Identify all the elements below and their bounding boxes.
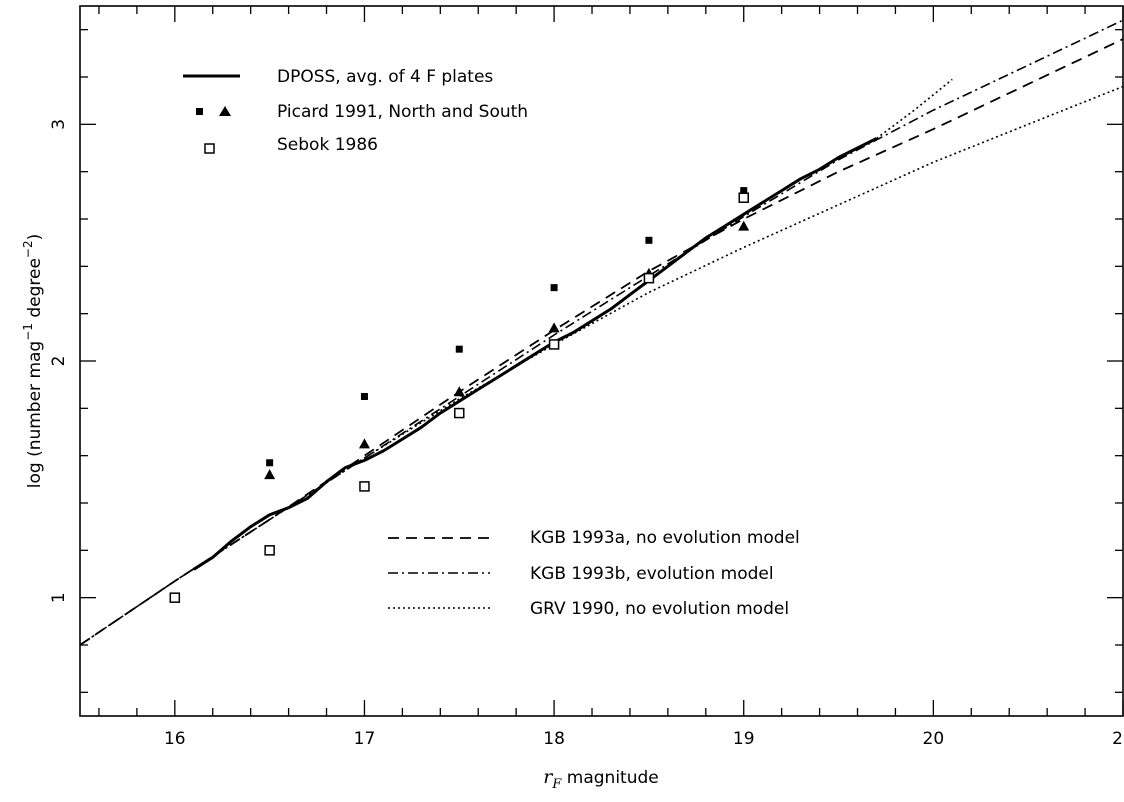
x-tick-label-16: 16 (164, 729, 186, 749)
legend-grv-label: GRV 1990, no evolution model (530, 599, 789, 619)
point-picard-1991-south-5 (738, 220, 750, 231)
point-picard-1991-north-0 (266, 459, 274, 467)
series-kgb-1993a-no-evolution-model (79, 38, 1124, 646)
legend-dposs-label: DPOSS, avg. of 4 F plates (277, 67, 493, 87)
legend-upper: DPOSS, avg. of 4 F plates Picard 1991, N… (183, 67, 528, 155)
plot-frame (79, 5, 1124, 717)
x-axis-label-symbol: r (543, 766, 554, 788)
point-picard-1991-north-2 (455, 345, 463, 353)
legend-picard-label: Picard 1991, North and South (277, 102, 528, 122)
point-sebok-1986-4 (548, 339, 560, 350)
x-tick-label-21: 21 (1112, 729, 1124, 749)
data-markers-group (169, 187, 750, 603)
point-sebok-1986-0 (169, 592, 181, 603)
y-axis-label: log (number mag−1 degree−2) (21, 234, 45, 489)
y-axis-label-sup1: −1 (21, 323, 35, 341)
point-picard-1991-south-0 (264, 469, 276, 480)
legend-sebok-swatch (204, 143, 215, 154)
point-picard-1991-north-3 (550, 284, 558, 292)
legend-lower: KGB 1993a, no evolution model KGB 1993b,… (388, 528, 800, 619)
x-tick-label-19: 19 (733, 729, 755, 749)
y-tick-label-3: 3 (49, 119, 69, 130)
y-axis-label-a: log (number mag (25, 341, 45, 488)
axis-ticks-group (80, 6, 1124, 716)
y-tick-label-2: 2 (49, 356, 69, 367)
legend-kgb-b-label: KGB 1993b, evolution model (530, 564, 774, 584)
point-sebok-1986-5 (643, 272, 655, 284)
y-axis-label-b: degree (25, 258, 45, 323)
point-picard-1991-north-4 (645, 236, 653, 244)
series-dposs-avg-of-4-f-plates (193, 137, 878, 571)
point-picard-1991-south-1 (358, 438, 370, 449)
y-axis-label-c: ) (25, 234, 45, 241)
point-sebok-1986-2 (359, 481, 370, 492)
x-tick-label-20: 20 (923, 729, 945, 749)
point-sebok-1986-6 (738, 192, 749, 203)
y-axis-label-sup2: −2 (21, 240, 35, 258)
point-picard-1991-north-5 (740, 187, 748, 195)
x-axis-label: rF magnitude (543, 766, 659, 792)
x-axis-label-text: magnitude (561, 768, 658, 788)
point-picard-1991-south-3 (548, 322, 560, 333)
series-dposs-extension (876, 78, 953, 140)
y-tick-label-1: 1 (49, 592, 69, 603)
x-tick-label-17: 17 (354, 729, 376, 749)
point-picard-1991-south-2 (453, 386, 465, 397)
legend-picard-south-swatch (219, 106, 231, 116)
legend-picard-north-swatch (196, 108, 203, 115)
tick-labels-group: 161718192021123 (49, 119, 1124, 749)
point-sebok-1986-3 (454, 407, 465, 419)
point-sebok-1986-1 (264, 545, 275, 556)
legend-kgb-a-label: KGB 1993a, no evolution model (530, 528, 800, 548)
x-axis-label-subscript: F (551, 777, 562, 792)
data-series-group (79, 19, 1124, 646)
point-picard-1991-north-1 (360, 393, 368, 400)
series-grv-1990-no-evolution-model (79, 85, 1124, 646)
legend-sebok-label: Sebok 1986 (277, 135, 378, 155)
x-tick-label-18: 18 (543, 729, 565, 749)
series-kgb-1993b-evolution-model (79, 19, 1124, 646)
